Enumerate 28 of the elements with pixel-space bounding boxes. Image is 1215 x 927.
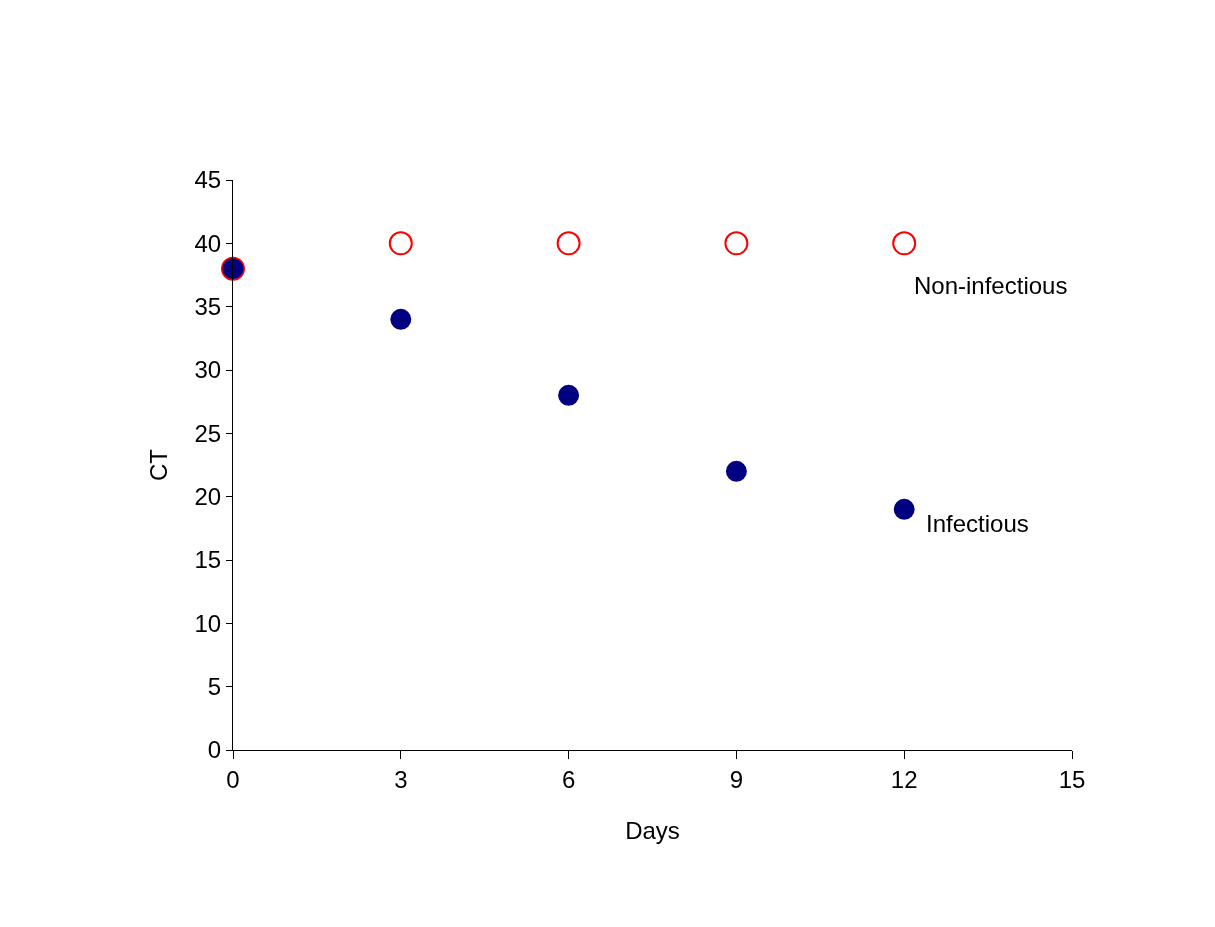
- point: [390, 308, 412, 330]
- y-tick-label: 15: [194, 546, 222, 574]
- point: [558, 384, 580, 406]
- y-tick-label: 10: [194, 609, 222, 637]
- x-tick-label: 12: [890, 765, 918, 793]
- series-label: Infectious: [926, 510, 1029, 537]
- x-axis-title: Days: [625, 817, 680, 845]
- x-tick-label: 0: [226, 765, 240, 793]
- y-tick-label: 40: [194, 229, 222, 257]
- point: [556, 231, 581, 256]
- x-tick-label: 6: [561, 765, 576, 793]
- y-tick-label: 20: [194, 483, 222, 511]
- point: [724, 231, 749, 256]
- x-tick-label: 9: [729, 765, 744, 793]
- x-tick-label: 3: [394, 765, 408, 793]
- y-axis-title: CT: [144, 448, 172, 481]
- point: [388, 231, 413, 256]
- y-tick-label: 35: [194, 293, 222, 321]
- y-tick-label: 45: [194, 166, 222, 194]
- x-tick-label: 15: [1058, 765, 1086, 793]
- y-tick-label: 25: [194, 419, 222, 447]
- point: [892, 231, 917, 256]
- y-tick-label: 30: [194, 356, 222, 384]
- y-tick-label: 5: [207, 673, 222, 701]
- point: [725, 460, 747, 482]
- y-tick-label: 0: [207, 736, 222, 764]
- point: [893, 498, 915, 520]
- series-label: Non-infectious: [914, 272, 1068, 299]
